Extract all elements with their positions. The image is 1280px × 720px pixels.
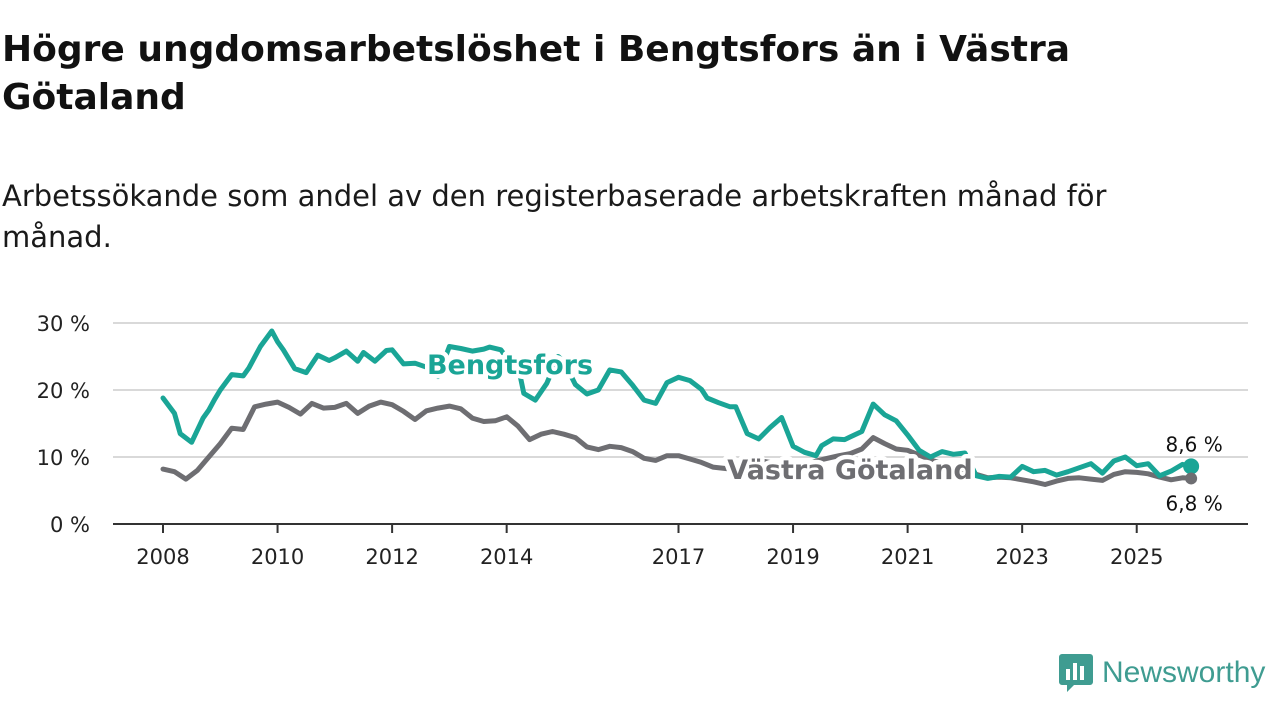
y-tick-label: 30 %	[37, 312, 90, 336]
series-line-vastra-gotaland	[160, 399, 1194, 487]
end-point-vastra-gotaland	[1185, 472, 1198, 485]
series-label-vastra-gotaland: Västra Götaland	[727, 455, 972, 486]
x-tick-label: 2010	[251, 545, 304, 569]
newsworthy-logo-text: Newsworthy	[1102, 656, 1266, 689]
y-tick-label: 0 %	[50, 513, 90, 537]
x-tick-label: 2023	[995, 545, 1048, 569]
end-value-label-vastra-gotaland: 6,8 %	[1166, 491, 1223, 515]
newsworthy-logo-icon	[1059, 654, 1093, 692]
labels: 8,6 % 6,8 % Bengtsfors Västra Götaland	[422, 346, 1223, 516]
newsworthy-logo: Newsworthy	[1058, 652, 1265, 694]
end-value-label-bengtsfors: 8,6 %	[1166, 432, 1223, 456]
axes: 0 % 10 % 20 % 30 % 2008 2010 2012 2014 2017 2019 2…	[37, 312, 1248, 569]
x-tick-label: 2025	[1110, 545, 1163, 569]
series-line-bengtsfors	[160, 328, 1194, 481]
end-point-bengtsfors	[1183, 458, 1200, 475]
series-label-bengtsfors: Bengtsfors	[427, 350, 593, 381]
x-tick-label: 2012	[365, 545, 418, 569]
x-tick-label: 2019	[766, 545, 819, 569]
gridlines	[113, 322, 1248, 458]
y-tick-label: 20 %	[37, 379, 90, 403]
x-tick-label: 2021	[881, 545, 934, 569]
x-tick-label: 2008	[136, 545, 189, 569]
y-tick-label: 10 %	[37, 446, 90, 470]
series-lines	[160, 328, 1194, 487]
chart-subtitle: Arbetssökande som andel av den registerb…	[2, 179, 1107, 254]
x-tick-label: 2017	[652, 545, 705, 569]
chart-title: Högre ungdomsarbetslöshet i Bengtsfors ä…	[2, 29, 1071, 118]
x-tick-label: 2014	[480, 545, 533, 569]
